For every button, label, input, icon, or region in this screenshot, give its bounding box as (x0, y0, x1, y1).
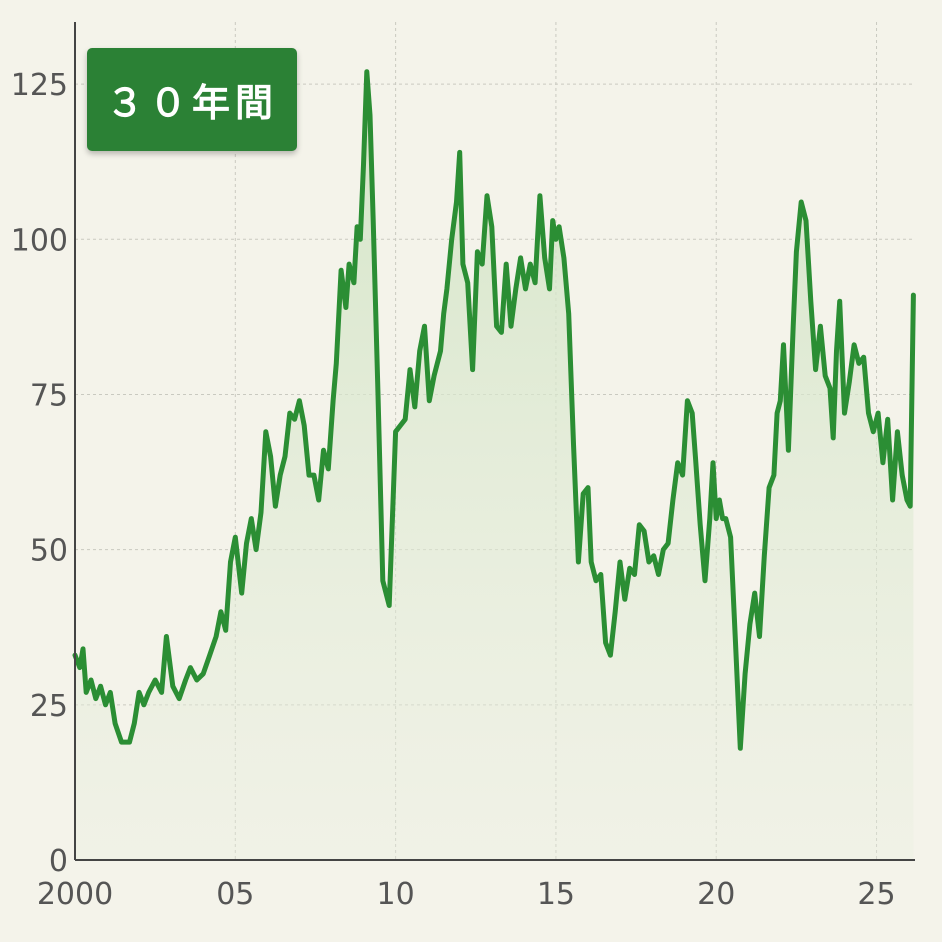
series-area (75, 71, 914, 860)
x-tick-label: 20 (697, 877, 735, 912)
axis-layer (74, 22, 915, 861)
area-fill-layer (75, 71, 914, 860)
y-tick-label: 50 (30, 534, 68, 569)
x-tick-label: 2000 (37, 877, 113, 912)
period-badge-label: ３０年間 (105, 81, 278, 125)
x-tick-labels: 2000 05 10 15 20 25 (37, 877, 896, 912)
y-tick-label: 0 (49, 844, 68, 879)
x-tick-label: 25 (857, 877, 895, 912)
y-tick-label: 75 (30, 378, 68, 413)
x-tick-label: 05 (216, 877, 254, 912)
x-tick-label: 15 (537, 877, 575, 912)
y-tick-label: 100 (11, 223, 68, 258)
y-tick-labels: 0 25 50 75 100 125 (11, 68, 68, 879)
x-tick-label: 10 (377, 877, 415, 912)
series-line (72, 69, 916, 751)
y-tick-label: 25 (30, 689, 68, 724)
period-badge: ３０年間 (87, 48, 297, 151)
series-line-layer (72, 69, 916, 751)
y-tick-label: 125 (11, 68, 68, 103)
